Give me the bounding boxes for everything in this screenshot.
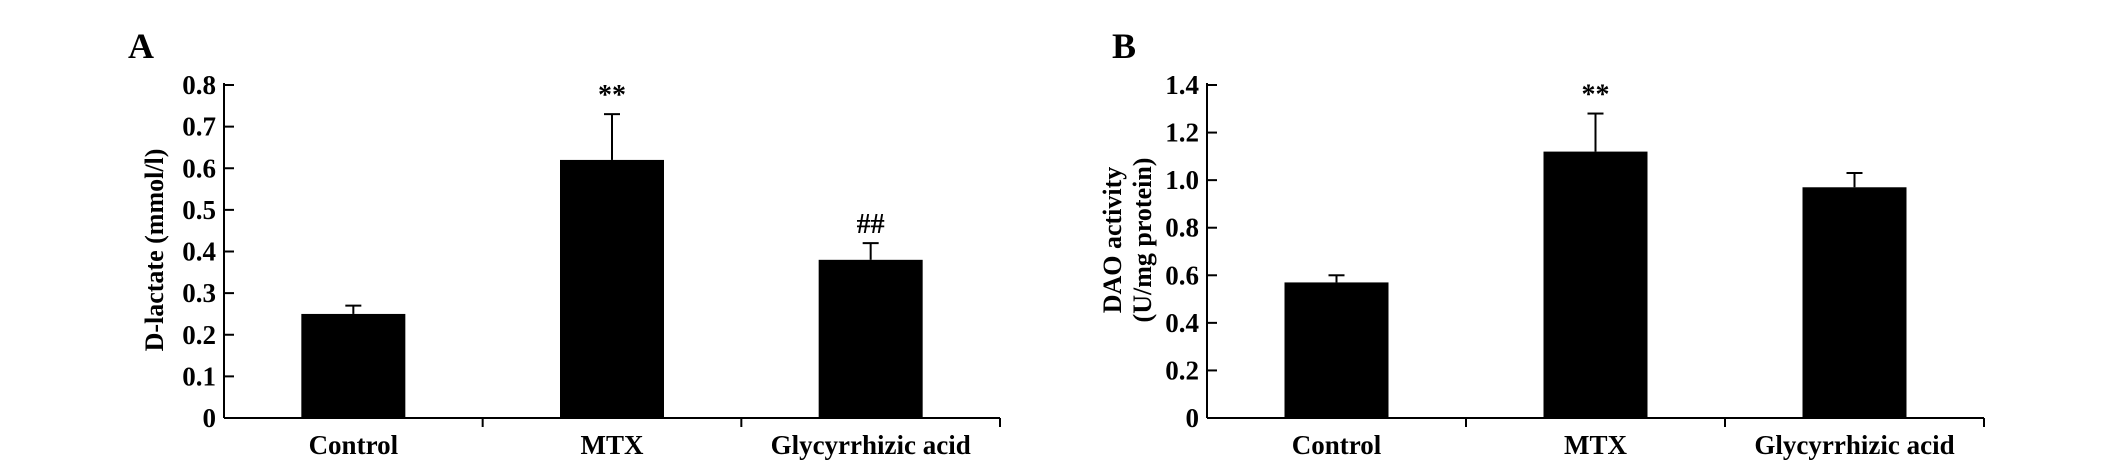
y-tick-label: 1.4 [1165, 70, 1199, 100]
bar [560, 159, 664, 419]
y-axis-title: D-lactate (mmol/l) [140, 149, 169, 352]
bar [1802, 187, 1907, 418]
y-tick-label: 0 [203, 403, 217, 433]
y-tick-label: 1.2 [1165, 118, 1199, 148]
chart-area: 0 0.2 0.4 0.6 0.8 1.0 1.2 1.4 Control ** MTX Glycyr… [1165, 70, 1985, 460]
y-tick-label: 0.7 [182, 112, 216, 142]
significance-marker: ** [1582, 80, 1610, 111]
x-tick-label: MTX [1564, 430, 1627, 460]
y-axis-title-line: D-lactate (mmol/l) [140, 149, 169, 352]
y-axis-title: DAO activity (U/mg protein) [1098, 158, 1157, 323]
x-tick-label: Control [1292, 430, 1382, 460]
x-tick-label: Glycyrrhizic acid [771, 430, 971, 460]
y-tick-label: 0.8 [182, 70, 216, 100]
bar [818, 259, 923, 418]
y-tick-label: 0.3 [182, 278, 216, 308]
panel-label: A [128, 26, 154, 66]
bar [1284, 282, 1389, 418]
bar [1543, 151, 1648, 418]
y-tick-label: 0.6 [182, 153, 216, 183]
y-tick-label: 0.5 [182, 195, 216, 225]
y-tick-label: 0.6 [1165, 260, 1199, 290]
significance-marker: ## [857, 209, 885, 240]
y-tick-label: 0.2 [182, 320, 216, 350]
y-tick-label: 0.2 [1165, 355, 1199, 385]
y-axis-title-line: (U/mg protein) [1128, 158, 1157, 323]
panel-a: A D-lactate (mmol/l) 0 0.1 0.2 0.3 0.4 0.5 0.6… [128, 26, 1001, 460]
y-tick-label: 0 [1186, 403, 1200, 433]
bar [301, 313, 406, 418]
y-tick-label: 1.0 [1165, 165, 1199, 195]
y-tick-label: 0.4 [182, 237, 216, 267]
significance-marker: ** [598, 80, 626, 111]
y-tick-label: 0.4 [1165, 308, 1199, 338]
chart-area: 0 0.1 0.2 0.3 0.4 0.5 0.6 0.7 0.8 Control ** MTX ## G… [182, 70, 1001, 460]
x-tick-label: Control [309, 430, 399, 460]
panel-b: B DAO activity (U/mg protein) 0 0.2 0.4 0.6… [1098, 26, 1985, 460]
y-tick-label: 0.1 [182, 361, 216, 391]
y-axis-title-line: DAO activity [1098, 167, 1127, 314]
panel-label: B [1112, 26, 1136, 66]
x-tick-label: MTX [581, 430, 644, 460]
x-tick-label: Glycyrrhizic acid [1754, 430, 1954, 460]
y-tick-label: 0.8 [1165, 213, 1199, 243]
